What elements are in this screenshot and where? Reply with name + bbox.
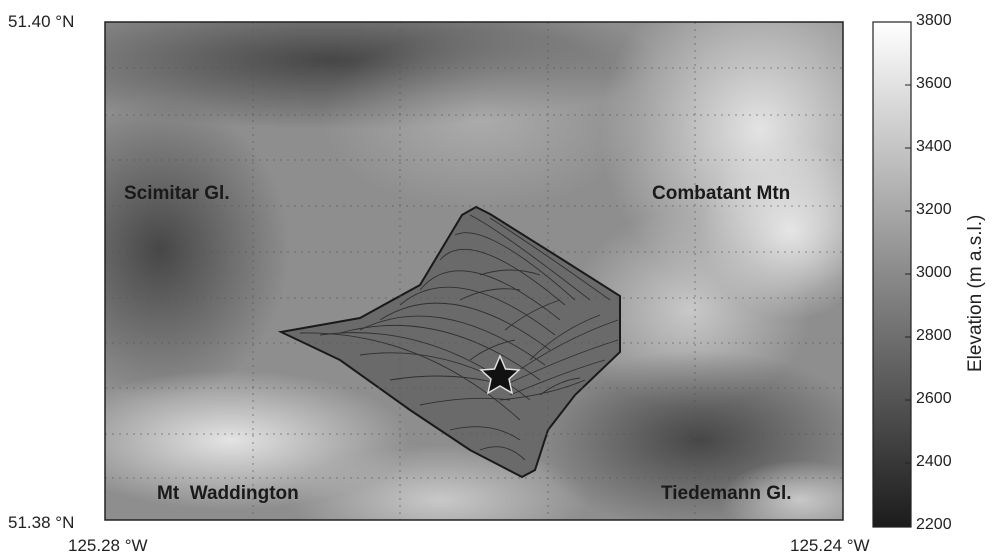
map-frame xyxy=(104,21,844,521)
colorbar-tick: 2600 xyxy=(916,390,952,407)
colorbar-gradient xyxy=(872,21,912,528)
colorbar-title: Elevation (m a.s.l.) xyxy=(965,214,986,372)
place-waddington: Mt Waddington xyxy=(157,483,299,504)
place-scimitar: Scimitar Gl. xyxy=(124,183,230,204)
colorbar-tick: 3800 xyxy=(916,12,952,29)
lon-right-label: 125.24 °W xyxy=(790,536,870,555)
colorbar-ticks xyxy=(905,21,911,528)
lat-bottom-label: 51.38 °N xyxy=(8,513,75,532)
glacier-contour-region xyxy=(277,205,621,479)
colorbar-tick: 3600 xyxy=(916,75,952,92)
colorbar-tick: 3400 xyxy=(916,138,952,155)
colorbar-tick: 2800 xyxy=(916,327,952,344)
colorbar-tick: 3000 xyxy=(916,264,952,281)
colorbar-tick: 2200 xyxy=(916,516,952,533)
lon-left-label: 125.28 °W xyxy=(68,536,148,555)
star-icon xyxy=(479,354,521,395)
place-tiedemann: Tiedemann Gl. xyxy=(661,483,792,504)
elevation-map xyxy=(105,22,843,520)
lat-top-label: 51.40 °N xyxy=(8,12,75,31)
colorbar-tick: 3200 xyxy=(916,201,952,218)
place-combatant: Combatant Mtn xyxy=(652,183,791,204)
colorbar-tick: 2400 xyxy=(916,453,952,470)
